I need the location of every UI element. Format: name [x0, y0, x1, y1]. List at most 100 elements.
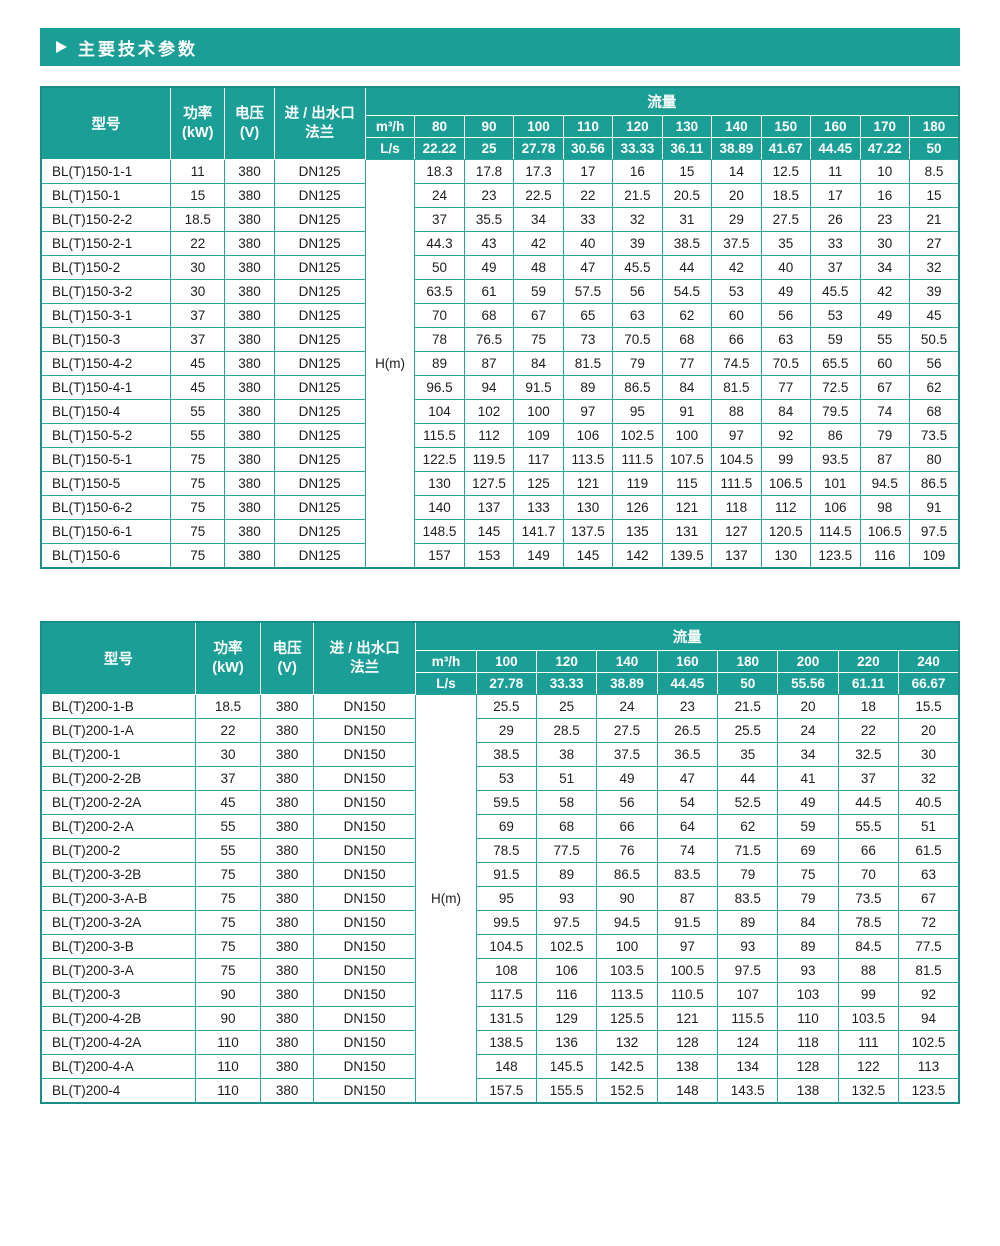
- flange-cell: DN150: [313, 982, 417, 1007]
- head-value-cell: 142.5: [596, 1054, 658, 1079]
- head-value-cell: 120.5: [760, 519, 812, 544]
- flange-cell: DN150: [313, 958, 417, 983]
- head-value-cell: 122.5: [414, 447, 465, 472]
- head-value-cell: 17.8: [463, 159, 515, 184]
- head-value-cell: 79: [612, 351, 663, 376]
- head-value-cell: 91: [908, 495, 960, 520]
- head-value-cell: 49: [596, 766, 658, 791]
- head-value-cell: 78: [414, 327, 465, 352]
- head-value-cell: 25.5: [475, 694, 538, 719]
- head-value-cell: 38.5: [661, 231, 713, 256]
- power-cell: 90: [194, 982, 262, 1007]
- head-value-cell: 77.5: [898, 934, 960, 959]
- head-value-cell: 56: [612, 279, 663, 304]
- head-value-cell: 138: [656, 1054, 719, 1079]
- voltage-cell: 380: [224, 399, 275, 424]
- head-value-cell: 33: [810, 231, 861, 256]
- head-value-cell: 64: [656, 814, 719, 839]
- head-value-cell: 8.5: [908, 159, 960, 184]
- head-value-cell: 92: [898, 982, 960, 1007]
- head-value-cell: 87: [859, 447, 910, 472]
- head-value-cell: 11: [810, 159, 861, 184]
- voltage-cell: 380: [260, 790, 315, 815]
- model-cell: BL(T)150-6-2: [40, 495, 171, 520]
- section-title-bar: 主要技术参数: [40, 28, 960, 66]
- head-value-cell: 111.5: [612, 447, 663, 472]
- head-value-cell: 75: [513, 327, 564, 352]
- head-value-cell: 121: [656, 1006, 719, 1031]
- head-value-cell: 152.5: [596, 1078, 658, 1104]
- head-value-cell: 27.5: [760, 207, 812, 232]
- head-value-cell: 34: [513, 207, 564, 232]
- head-value-cell: 75: [777, 862, 839, 887]
- head-value-cell: 35: [717, 742, 779, 767]
- header-ls-value: 50: [717, 672, 779, 695]
- head-value-cell: 44.3: [414, 231, 465, 256]
- header-ls-value: 66.67: [898, 672, 960, 695]
- head-value-cell: 135: [612, 519, 663, 544]
- head-value-cell: 24: [777, 718, 839, 743]
- header-m3h-value: 120: [612, 115, 663, 138]
- head-value-cell: 127.5: [463, 471, 515, 496]
- head-value-cell: 21.5: [612, 183, 663, 208]
- model-cell: BL(T)200-2-2A: [40, 790, 196, 815]
- header-m3h-value: 150: [760, 115, 812, 138]
- head-value-cell: 110.5: [656, 982, 719, 1007]
- head-value-cell: 53: [711, 279, 762, 304]
- head-value-cell: 58: [535, 790, 598, 815]
- head-value-cell: 127: [711, 519, 762, 544]
- header-ls-value: 55.56: [777, 672, 839, 695]
- power-cell: 75: [169, 471, 226, 496]
- head-value-cell: 113.5: [562, 447, 614, 472]
- table-row: BL(T)150-4 55 380 DN125 104 102 100 97 95 91 88 84 7…: [40, 399, 960, 424]
- head-value-cell: 63: [898, 862, 960, 887]
- flange-cell: DN125: [273, 375, 366, 400]
- head-value-cell: 123.5: [898, 1078, 960, 1104]
- head-value-cell: 62: [908, 375, 960, 400]
- power-cell: 37: [169, 327, 226, 352]
- table-row: BL(T)200-4 110 380 DN150 157.5 155.5 152.5 148 1…: [40, 1078, 960, 1104]
- header-model: 型号: [40, 621, 196, 695]
- head-value-cell: 126: [612, 495, 663, 520]
- head-value-cell: 27: [908, 231, 960, 256]
- model-cell: BL(T)200-3: [40, 982, 196, 1007]
- head-value-cell: 100: [596, 934, 658, 959]
- head-value-cell: 48: [513, 255, 564, 280]
- head-value-cell: 78.5: [837, 910, 900, 935]
- head-value-cell: 81.5: [898, 958, 960, 983]
- head-value-cell: 22: [562, 183, 614, 208]
- header-ls-value: 33.33: [535, 672, 598, 695]
- voltage-cell: 380: [260, 910, 315, 935]
- head-unit-cell: H(m): [415, 694, 477, 1104]
- power-cell: 75: [194, 934, 262, 959]
- head-value-cell: 74: [859, 399, 910, 424]
- flange-cell: DN150: [313, 766, 417, 791]
- head-value-cell: 40: [562, 231, 614, 256]
- head-value-cell: 145: [463, 519, 515, 544]
- head-value-cell: 87: [463, 351, 515, 376]
- head-value-cell: 117.5: [475, 982, 538, 1007]
- head-value-cell: 17: [810, 183, 861, 208]
- head-value-cell: 89: [777, 934, 839, 959]
- flange-cell: DN125: [273, 231, 366, 256]
- voltage-cell: 380: [224, 231, 275, 256]
- model-cell: BL(T)200-4-2B: [40, 1006, 196, 1031]
- model-cell: BL(T)150-3-1: [40, 303, 171, 328]
- head-value-cell: 138: [777, 1078, 839, 1104]
- flange-cell: DN150: [313, 934, 417, 959]
- head-value-cell: 134: [717, 1054, 779, 1079]
- head-value-cell: 37: [414, 207, 465, 232]
- head-value-cell: 99.5: [475, 910, 538, 935]
- head-value-cell: 97.5: [908, 519, 960, 544]
- header-ls-value: 33.33: [612, 137, 663, 160]
- head-value-cell: 20.5: [661, 183, 713, 208]
- header-m3h-value: 100: [513, 115, 564, 138]
- power-cell: 55: [169, 423, 226, 448]
- table-row: BL(T)150-6 75 380 DN125 157 153 149 145 142 139.5…: [40, 543, 960, 569]
- head-value-cell: 24: [596, 694, 658, 719]
- header-ls-value: 44.45: [656, 672, 719, 695]
- head-value-cell: 42: [711, 255, 762, 280]
- head-value-cell: 45: [908, 303, 960, 328]
- power-cell: 55: [194, 814, 262, 839]
- header-m3h-value: 90: [463, 115, 515, 138]
